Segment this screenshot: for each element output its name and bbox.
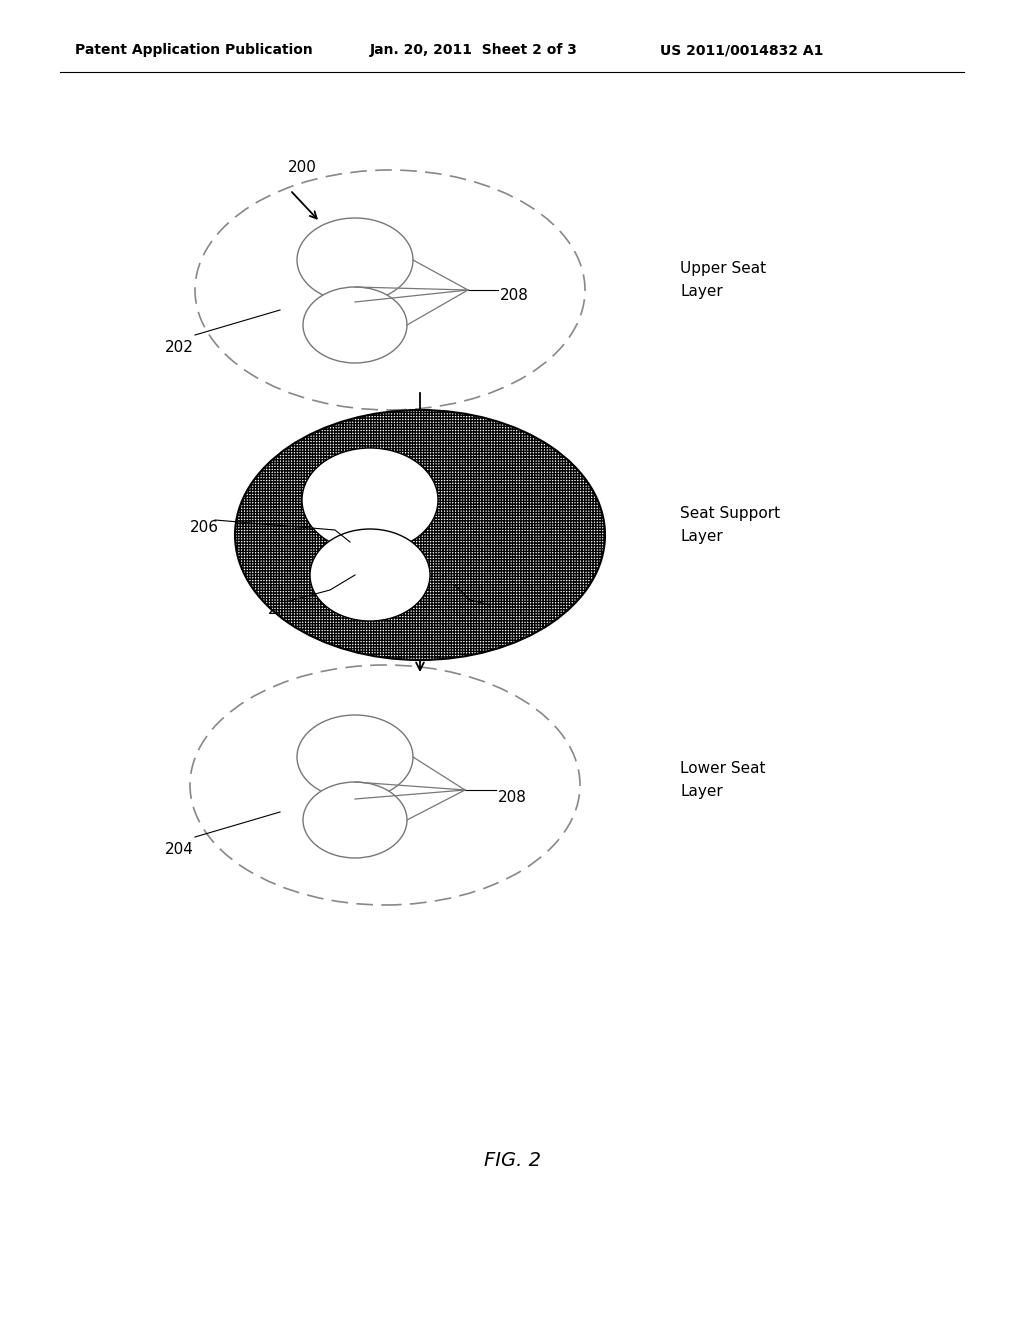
Text: 202: 202 bbox=[165, 341, 194, 355]
Ellipse shape bbox=[302, 447, 438, 552]
Ellipse shape bbox=[303, 781, 407, 858]
Text: Seat Support
Layer: Seat Support Layer bbox=[680, 507, 780, 544]
Ellipse shape bbox=[297, 218, 413, 302]
Ellipse shape bbox=[190, 665, 580, 906]
Text: 208: 208 bbox=[268, 602, 297, 616]
Text: FIG. 2: FIG. 2 bbox=[483, 1151, 541, 1170]
Text: 210: 210 bbox=[490, 605, 519, 620]
Text: 208: 208 bbox=[500, 288, 528, 302]
Ellipse shape bbox=[297, 715, 413, 799]
Text: US 2011/0014832 A1: US 2011/0014832 A1 bbox=[660, 44, 823, 57]
Ellipse shape bbox=[310, 529, 430, 620]
Text: Upper Seat
Layer: Upper Seat Layer bbox=[680, 261, 766, 298]
Text: Lower Seat
Layer: Lower Seat Layer bbox=[680, 762, 766, 799]
Text: Patent Application Publication: Patent Application Publication bbox=[75, 44, 312, 57]
Ellipse shape bbox=[234, 411, 605, 660]
Text: 204: 204 bbox=[165, 842, 194, 857]
Ellipse shape bbox=[195, 170, 585, 411]
Text: 200: 200 bbox=[288, 160, 316, 176]
Text: 206: 206 bbox=[190, 520, 219, 535]
Ellipse shape bbox=[303, 286, 407, 363]
Text: Jan. 20, 2011  Sheet 2 of 3: Jan. 20, 2011 Sheet 2 of 3 bbox=[370, 44, 578, 57]
Text: 208: 208 bbox=[498, 789, 527, 804]
